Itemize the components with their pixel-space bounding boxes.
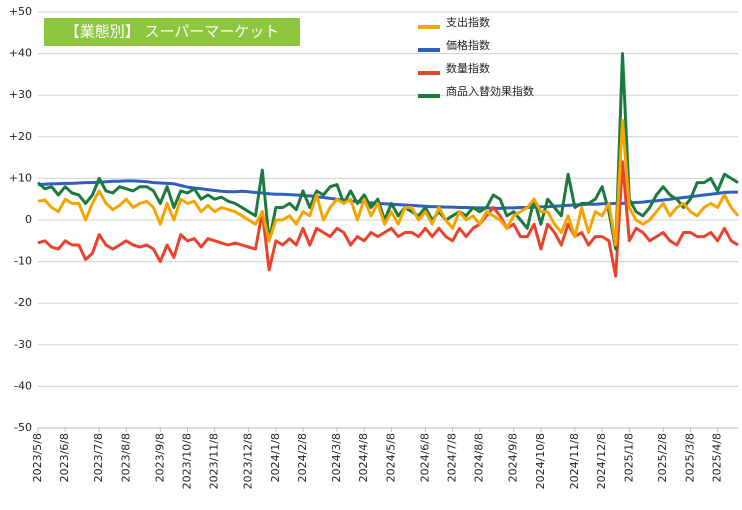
x-tick-label: 2023/6/8 [58,433,71,482]
x-tick-label: 2024/2/8 [296,433,309,482]
y-tick-label: -40 [14,379,32,392]
x-tick-label: 2024/1/8 [269,433,282,482]
y-tick-label: +30 [9,88,32,101]
x-tick-label: 2025/1/8 [622,433,635,482]
legend-label: 商品入替効果指数 [446,84,534,98]
series-line [37,118,740,247]
y-tick-label: -30 [14,338,32,351]
y-tick-label: +50 [9,5,32,18]
legend-label: 価格指数 [446,38,490,52]
y-tick-label: -50 [14,421,32,434]
x-tick-label: 2025/2/8 [656,433,669,482]
x-tick-label: 2024/11/8 [568,433,581,489]
x-tick-label: 2024/8/8 [473,433,486,482]
legend-label: 支出指数 [446,15,490,29]
legend-label: 数量指数 [446,61,490,75]
x-tick-label: 2023/8/8 [119,433,132,482]
x-tick-label: 2024/9/8 [507,433,520,482]
y-tick-label: +40 [9,47,32,60]
title-box [44,18,300,46]
series-line [37,160,739,278]
x-tick-label: 2024/10/8 [534,433,547,489]
x-tick-label: 2023/11/8 [208,433,221,489]
x-tick-label: 2024/3/8 [330,433,343,482]
series-line [36,52,739,251]
x-tick-label: 2024/12/8 [595,433,608,489]
x-tick-label: 2023/9/8 [153,433,166,482]
y-tick-label: 0 [25,213,32,226]
chart-title: 【業態別】 スーパーマーケット [65,23,280,41]
x-tick-label: 2024/4/8 [357,433,370,482]
x-tick-label: 2025/4/8 [711,433,724,482]
x-tick-label: 2025/3/8 [683,433,696,482]
y-tick-label: -10 [14,255,32,268]
y-tick-label: +10 [9,171,32,184]
y-tick-label: +20 [9,130,32,143]
x-tick-label: 2023/7/8 [92,433,105,482]
x-tick-label: 2023/5/8 [31,433,44,482]
x-tick-label: 2024/5/8 [384,433,397,482]
y-tick-label: -20 [14,296,32,309]
x-tick-label: 2024/6/8 [418,433,431,482]
x-tick-label: 2024/7/8 [446,433,459,482]
x-tick-label: 2023/12/8 [242,433,255,489]
x-tick-label: 2023/10/8 [181,433,194,489]
